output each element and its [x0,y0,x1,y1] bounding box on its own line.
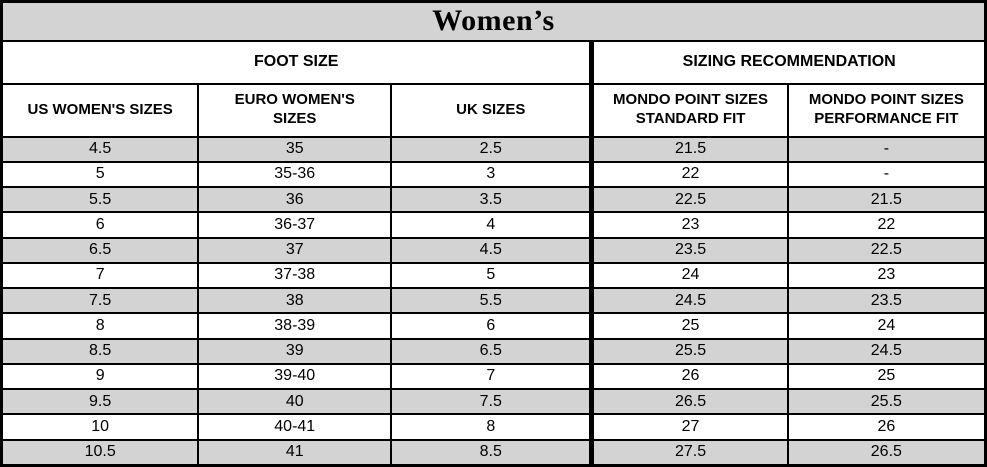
size-cell: 39 [197,337,393,365]
size-cell: 5 [0,160,200,189]
size-cell: 7 [390,362,593,391]
size-cell: 23.5 [589,236,789,264]
size-cell: 22.5 [589,185,789,214]
table-row: 5.5 36 3.5 22.5 21.5 [0,185,987,214]
size-cell: 22 [786,211,987,239]
size-cell: 26.5 [589,387,789,416]
size-cell: 37-38 [197,261,393,290]
size-cell: 39-40 [197,362,393,391]
size-cell: 8.5 [0,337,200,365]
size-cell: 6.5 [390,337,593,365]
size-cell: 26 [589,362,789,391]
section-header-sizing-recommendation: SIZING RECOMMENDATION [589,39,987,85]
column-header-uk-sizes: UK SIZES [390,82,593,138]
size-cell: 10.5 [0,438,200,467]
size-cell: 38 [197,286,393,315]
size-cell: 3.5 [390,185,593,214]
table-title: Women’s [0,0,987,42]
table-row: 9 39-40 7 26 25 [0,362,987,391]
size-cell: 25.5 [589,337,789,365]
section-header-row: FOOT SIZE SIZING RECOMMENDATION [0,39,987,85]
size-cell: - [786,160,987,189]
table-row: 8.5 39 6.5 25.5 24.5 [0,337,987,365]
size-cell: 27.5 [589,438,789,467]
size-cell: 7 [0,261,200,290]
table-row: 6 36-37 4 23 22 [0,211,987,239]
table-row: 7.5 38 5.5 24.5 23.5 [0,286,987,315]
size-cell: 4.5 [390,236,593,264]
size-cell: 24.5 [589,286,789,315]
size-cell: 9 [0,362,200,391]
size-cell: 27 [589,413,789,441]
size-cell: 2.5 [390,135,593,163]
size-cell: - [786,135,987,163]
column-header-euro-womens-sizes: EURO WOMEN'S SIZES [197,82,393,138]
size-cell: 5 [390,261,593,290]
size-cell: 37 [197,236,393,264]
size-cell: 40 [197,387,393,416]
size-cell: 24 [786,312,987,340]
column-header-us-womens-sizes: US WOMEN'S SIZES [0,82,200,138]
table-row: 8 38-39 6 25 24 [0,312,987,340]
size-cell: 23 [786,261,987,290]
size-cell: 5.5 [0,185,200,214]
size-cell: 26 [786,413,987,441]
size-cell: 38-39 [197,312,393,340]
size-cell: 41 [197,438,393,467]
column-header-mondo-standard-fit: MONDO POINT SIZES STANDARD FIT [589,82,789,138]
size-cell: 25.5 [786,387,987,416]
size-cell: 7.5 [390,387,593,416]
size-cell: 3 [390,160,593,189]
title-row: Women’s [0,0,987,42]
size-cell: 5.5 [390,286,593,315]
size-cell: 36-37 [197,211,393,239]
size-cell: 10 [0,413,200,441]
size-table-body: 4.5 35 2.5 21.5-5 35-36 3 22-5.5 36 3.5 22.5 21.5 6… [0,135,987,467]
size-cell: 25 [786,362,987,391]
size-cell: 36 [197,185,393,214]
size-cell: 26.5 [786,438,987,467]
size-cell: 25 [589,312,789,340]
column-header-mondo-performance-fit: MONDO POINT SIZES PERFORMANCE FIT [786,82,987,138]
size-cell: 4 [390,211,593,239]
column-header-row: US WOMEN'S SIZES EURO WOMEN'S SIZES UK S… [0,82,987,138]
size-cell: 7.5 [0,286,200,315]
table-row: 10.5 41 8.5 27.5 26.5 [0,438,987,467]
table-row: 9.5 40 7.5 26.5 25.5 [0,387,987,416]
size-cell: 40-41 [197,413,393,441]
size-cell: 6.5 [0,236,200,264]
size-cell: 21.5 [589,135,789,163]
table-row: 7 37-38 5 24 23 [0,261,987,290]
size-cell: 21.5 [786,185,987,214]
size-cell: 8 [390,413,593,441]
size-cell: 24 [589,261,789,290]
size-cell: 9.5 [0,387,200,416]
table-row: 10 40-41 8 27 26 [0,413,987,441]
size-cell: 35 [197,135,393,163]
size-cell: 22 [589,160,789,189]
size-cell: 8.5 [390,438,593,467]
size-cell: 6 [0,211,200,239]
table-row: 6.5 37 4.5 23.5 22.5 [0,236,987,264]
section-header-foot-size: FOOT SIZE [0,39,593,85]
size-cell: 6 [390,312,593,340]
size-cell: 22.5 [786,236,987,264]
table-row: 5 35-36 3 22- [0,160,987,189]
size-cell: 23.5 [786,286,987,315]
size-cell: 35-36 [197,160,393,189]
size-cell: 8 [0,312,200,340]
size-cell: 4.5 [0,135,200,163]
size-cell: 23 [589,211,789,239]
table-row: 4.5 35 2.5 21.5- [0,135,987,163]
size-cell: 24.5 [786,337,987,365]
